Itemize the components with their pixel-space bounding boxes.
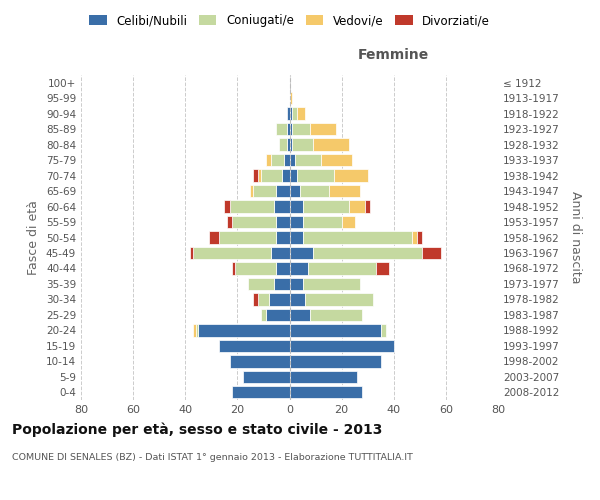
Y-axis label: Fasce di età: Fasce di età [28, 200, 40, 275]
Bar [417, 232, 422, 243]
Bar [341, 216, 355, 228]
Bar [224, 200, 230, 212]
Bar [274, 278, 290, 290]
Bar [310, 123, 337, 136]
Bar [230, 355, 290, 368]
Bar [232, 262, 235, 274]
Bar [190, 247, 193, 259]
Bar [308, 262, 376, 274]
Bar [277, 216, 290, 228]
Text: COMUNE DI SENALES (BZ) - Dati ISTAT 1° gennaio 2013 - Elaborazione TUTTITALIA.IT: COMUNE DI SENALES (BZ) - Dati ISTAT 1° g… [12, 452, 413, 462]
Bar [305, 293, 373, 306]
Bar [290, 355, 381, 368]
Bar [290, 232, 302, 243]
Bar [253, 293, 258, 306]
Bar [196, 324, 198, 336]
Bar [422, 247, 440, 259]
Bar [266, 154, 271, 166]
Bar [290, 108, 292, 120]
Bar [284, 154, 290, 166]
Bar [250, 185, 253, 198]
Bar [279, 138, 287, 151]
Y-axis label: Anni di nascita: Anni di nascita [569, 191, 582, 284]
Text: Popolazione per età, sesso e stato civile - 2013: Popolazione per età, sesso e stato civil… [12, 422, 382, 437]
Bar [290, 324, 381, 336]
Bar [230, 200, 274, 212]
Bar [271, 247, 290, 259]
Bar [253, 170, 258, 182]
Bar [313, 138, 349, 151]
Bar [235, 262, 277, 274]
Bar [290, 216, 302, 228]
Bar [302, 200, 349, 212]
Bar [290, 370, 357, 383]
Bar [277, 232, 290, 243]
Bar [269, 293, 290, 306]
Bar [292, 123, 310, 136]
Bar [365, 200, 370, 212]
Bar [290, 247, 313, 259]
Bar [313, 247, 422, 259]
Bar [295, 154, 321, 166]
Bar [290, 278, 302, 290]
Bar [298, 170, 334, 182]
Bar [193, 324, 196, 336]
Bar [281, 170, 290, 182]
Bar [302, 278, 360, 290]
Bar [277, 123, 287, 136]
Bar [232, 216, 277, 228]
Bar [292, 108, 298, 120]
Bar [290, 340, 394, 352]
Bar [193, 247, 271, 259]
Bar [198, 324, 290, 336]
Bar [302, 232, 412, 243]
Bar [334, 170, 368, 182]
Bar [258, 293, 269, 306]
Bar [302, 216, 341, 228]
Bar [376, 262, 389, 274]
Bar [287, 123, 290, 136]
Bar [290, 138, 292, 151]
Bar [274, 200, 290, 212]
Bar [310, 308, 362, 321]
Bar [290, 154, 295, 166]
Text: Femmine: Femmine [358, 48, 430, 62]
Bar [258, 170, 261, 182]
Bar [253, 185, 277, 198]
Bar [287, 108, 290, 120]
Bar [290, 185, 300, 198]
Bar [277, 262, 290, 274]
Bar [261, 170, 281, 182]
Bar [290, 262, 308, 274]
Bar [300, 185, 329, 198]
Legend: Celibi/Nubili, Coniugati/e, Vedovi/e, Divorziati/e: Celibi/Nubili, Coniugati/e, Vedovi/e, Di… [84, 10, 495, 32]
Bar [349, 200, 365, 212]
Bar [290, 170, 298, 182]
Bar [248, 278, 274, 290]
Bar [209, 232, 219, 243]
Bar [290, 200, 302, 212]
Bar [266, 308, 290, 321]
Bar [329, 185, 360, 198]
Bar [242, 370, 290, 383]
Bar [290, 386, 362, 398]
Bar [277, 185, 290, 198]
Bar [219, 340, 290, 352]
Bar [381, 324, 386, 336]
Bar [261, 308, 266, 321]
Bar [290, 308, 310, 321]
Bar [290, 293, 305, 306]
Bar [298, 108, 305, 120]
Bar [290, 92, 292, 104]
Bar [271, 154, 284, 166]
Bar [412, 232, 417, 243]
Bar [227, 216, 232, 228]
Bar [232, 386, 290, 398]
Bar [219, 232, 277, 243]
Bar [321, 154, 352, 166]
Bar [287, 138, 290, 151]
Bar [292, 138, 313, 151]
Bar [290, 123, 292, 136]
